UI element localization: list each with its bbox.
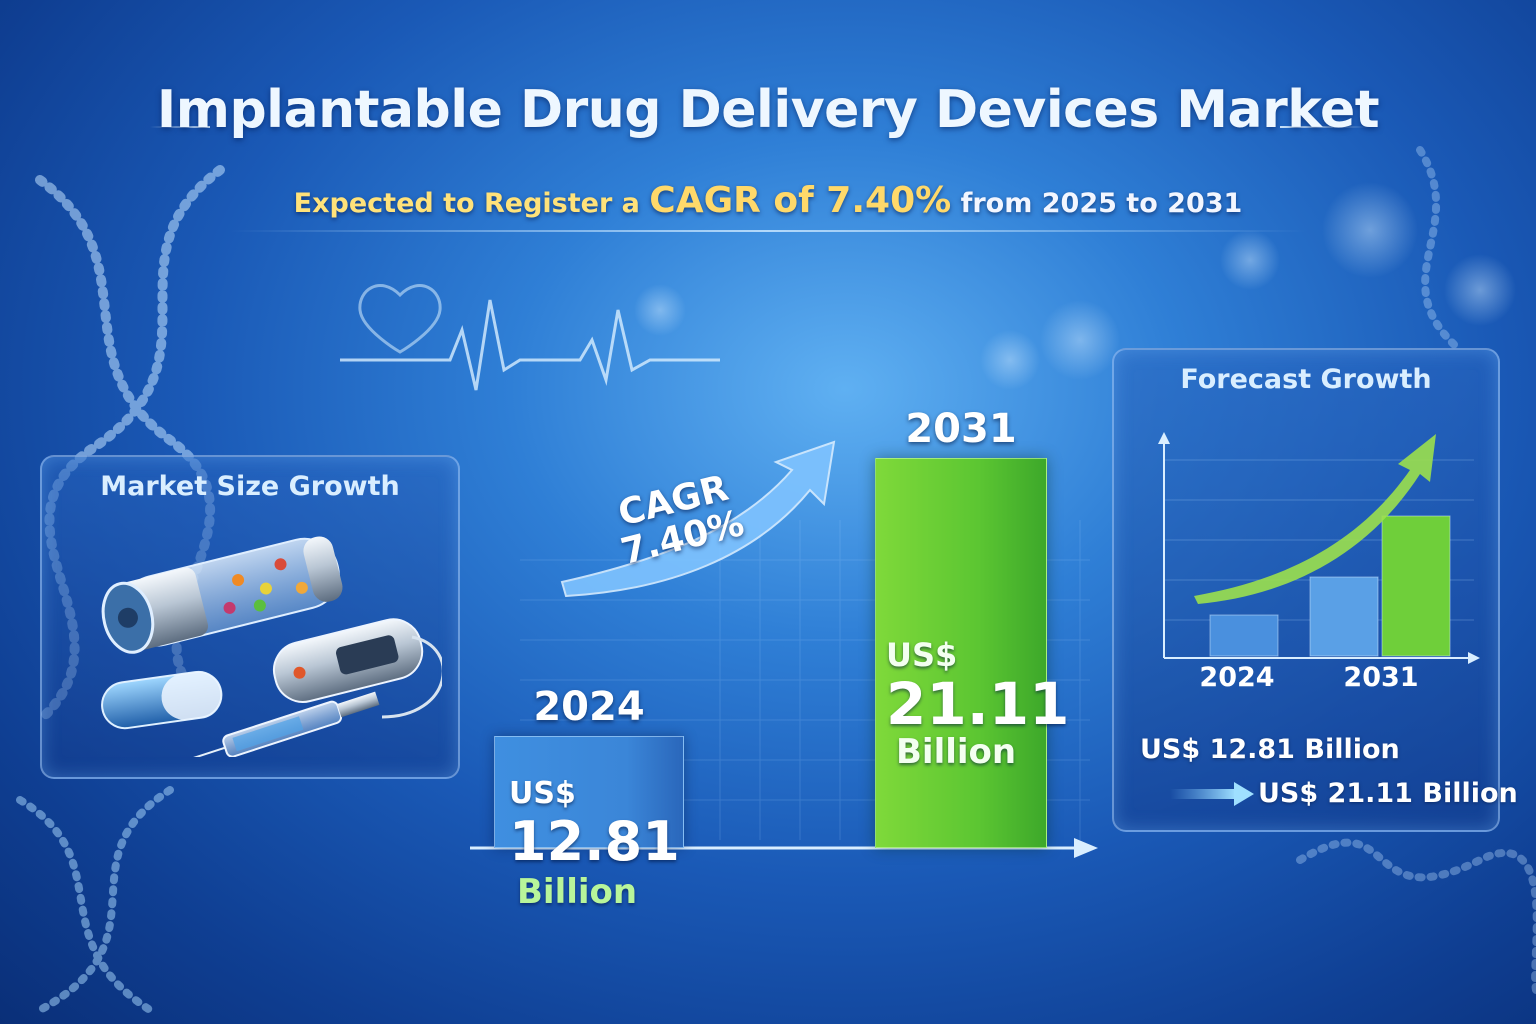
bar-2024-year: 2024 <box>533 684 645 730</box>
bar-2024: US$ 12.81 Billion <box>494 736 684 909</box>
dna-helix-right-icon <box>1296 146 1536 994</box>
title-rule-left <box>150 126 210 128</box>
forecast-panel-title: Forecast Growth <box>1180 364 1432 395</box>
heartbeat-line-icon <box>340 299 720 391</box>
bar-2031: US$ 21.11 Billion <box>875 458 1069 848</box>
market-size-panel: Market Size Growth <box>40 455 460 779</box>
forecast-growth-panel: Forecast Growth 2024 2031 US$ 12.81 Bill… <box>1112 348 1518 832</box>
forecast-label-2024: 2024 <box>1199 662 1275 693</box>
forecast-bar-1 <box>1309 576 1379 657</box>
bar-2024-unit: Billion <box>517 872 638 912</box>
bar-2031-year: 2031 <box>905 406 1017 452</box>
page-title: Implantable Drug Delivery Devices Market <box>156 80 1380 140</box>
forecast-label-2031: 2031 <box>1343 662 1419 693</box>
implantable-devices-illustration-icon <box>101 536 442 757</box>
subtitle-prefix: Expected to Register a <box>293 188 640 219</box>
forecast-arrow-icon <box>1170 782 1254 806</box>
forecast-growth-arrow-icon <box>1194 434 1436 604</box>
forecast-bar-2 <box>1381 515 1451 657</box>
title-rule-right <box>1280 126 1370 128</box>
forecast-value-2031: US$ 21.11 Billion <box>1258 778 1518 809</box>
market-size-panel-title: Market Size Growth <box>100 471 400 502</box>
bar-2024-prefix: US$ <box>509 776 576 811</box>
subtitle-rule <box>230 230 1306 232</box>
forecast-bar-0 <box>1209 614 1279 657</box>
main-axis-arrow <box>470 838 1098 858</box>
bar-2031-prefix: US$ <box>886 636 958 674</box>
page-subtitle: Expected to Register a CAGR of 7.40% fro… <box>0 180 1536 221</box>
cagr-arrow-icon <box>560 440 836 598</box>
forecast-mini-chart <box>1158 432 1480 664</box>
subtitle-suffix: from 2025 to 2031 <box>960 188 1243 219</box>
subtitle-cagr: CAGR of 7.40% <box>649 180 952 221</box>
heart-icon <box>358 284 442 354</box>
bar-2024-value: 12.81 <box>509 810 680 873</box>
bar-2031-unit: Billion <box>896 732 1017 772</box>
bar-2031-value: 21.11 <box>886 670 1070 738</box>
forecast-value-2024: US$ 12.81 Billion <box>1140 734 1400 765</box>
